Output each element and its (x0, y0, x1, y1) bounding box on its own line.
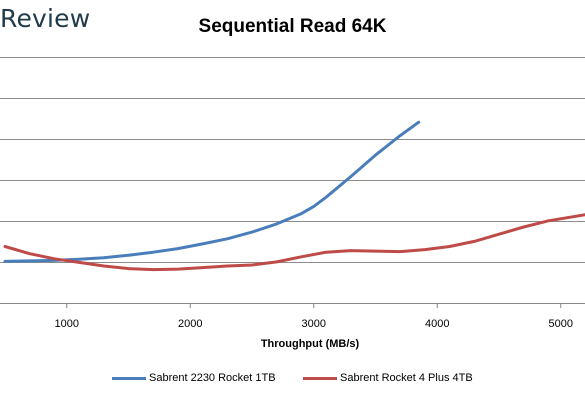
x-tick-label-4: 5000 (549, 318, 573, 330)
legend-swatch-series-2 (303, 376, 337, 380)
legend: Sabrent 2230 Rocket 1TB Sabrent Rocket 4… (0, 372, 585, 392)
brand-logo-text: Review (0, 4, 91, 33)
series-line-2 (3, 213, 585, 272)
legend-label-series-1: Sabrent 2230 Rocket 1TB (149, 372, 276, 384)
x-tick-label-1: 2000 (178, 318, 202, 330)
x-tick-label-0: 1000 (55, 318, 79, 330)
x-tick-label-3: 4000 (425, 318, 449, 330)
series-line-1 (3, 120, 421, 263)
x-tick-label-2: 3000 (302, 318, 326, 330)
legend-item-series-2: Sabrent Rocket 4 Plus 4TB (303, 372, 473, 384)
x-axis-label: Throughput (MB/s) (260, 338, 360, 350)
legend-item-series-1: Sabrent 2230 Rocket 1TB (112, 372, 276, 384)
legend-label-series-2: Sabrent Rocket 4 Plus 4TB (340, 372, 473, 384)
legend-swatch-series-1 (112, 376, 146, 380)
chart-title: Sequential Read 64K (198, 16, 387, 37)
